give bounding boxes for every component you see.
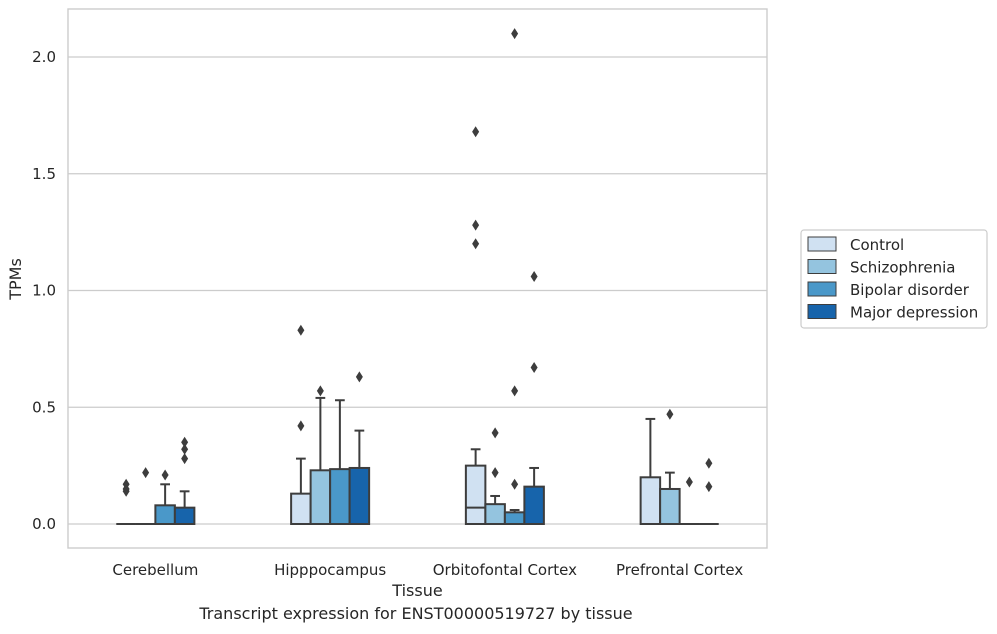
legend-box — [800, 229, 988, 329]
legend-swatch — [807, 236, 837, 252]
box — [503, 511, 526, 526]
outlier-point — [511, 385, 519, 397]
box — [290, 492, 312, 525]
outlier-point — [472, 219, 480, 231]
legend-swatch — [807, 259, 837, 274]
x-tick-label: Hipppocampus — [274, 561, 386, 579]
legend-label: Major depression — [850, 304, 978, 322]
outlier-point — [142, 467, 150, 479]
outlier-point — [705, 481, 713, 493]
x-tick-label: Cerebellum — [112, 561, 198, 579]
box — [329, 468, 351, 526]
plot-frame — [67, 8, 768, 549]
outlier-point — [181, 453, 189, 465]
box — [309, 469, 332, 526]
outlier-point — [685, 476, 693, 488]
outlier-point — [472, 126, 480, 138]
outlier-point — [122, 478, 130, 490]
outlier-point — [491, 427, 499, 439]
legend-label: Schizophrenia — [850, 259, 955, 277]
legend-label: Bipolar disorder — [850, 281, 970, 299]
box — [523, 485, 545, 526]
legend-swatch — [807, 281, 837, 297]
y-tick-label: 2.0 — [32, 48, 56, 66]
x-axis-label: Tissue — [391, 581, 442, 600]
box — [154, 504, 176, 526]
outlier-point — [511, 478, 519, 490]
outlier-point — [161, 469, 169, 481]
legend-label: Control — [850, 236, 904, 254]
y-tick-label: 0.0 — [32, 515, 56, 533]
chart-caption: Transcript expression for ENST0000051972… — [199, 604, 633, 623]
outlier-point — [705, 457, 713, 469]
box — [348, 466, 371, 525]
outlier-point — [297, 420, 305, 432]
box-plot-chart: 0.0 0.5 1.0 1.5 2.0 TPMs Cerebellum Hipppocampu… — [6, 8, 988, 600]
outlier-point — [181, 436, 189, 448]
outlier-point — [511, 28, 519, 40]
y-tick-label: 1.5 — [32, 165, 56, 183]
box — [464, 464, 487, 525]
legend-swatch — [807, 304, 837, 319]
plot-area — [68, 9, 767, 548]
box — [484, 503, 506, 525]
box — [659, 487, 681, 526]
y-tick-label: 0.5 — [32, 398, 56, 416]
box — [639, 476, 662, 525]
outlier-point — [181, 443, 189, 455]
box — [173, 506, 196, 525]
outlier-point — [297, 324, 305, 336]
y-tick-label: 1.0 — [32, 282, 56, 300]
outlier-point — [530, 270, 538, 282]
outlier-point — [472, 238, 480, 250]
outlier-point — [530, 362, 538, 374]
x-tick-label: Prefrontal Cortex — [616, 561, 743, 579]
y-axis-label: TPMs — [6, 258, 25, 301]
outlier-point — [491, 467, 499, 479]
outlier-point — [355, 371, 363, 383]
outlier-point — [316, 385, 324, 397]
outlier-point — [666, 408, 674, 420]
x-tick-label: Orbitofontal Cortex — [433, 561, 577, 579]
